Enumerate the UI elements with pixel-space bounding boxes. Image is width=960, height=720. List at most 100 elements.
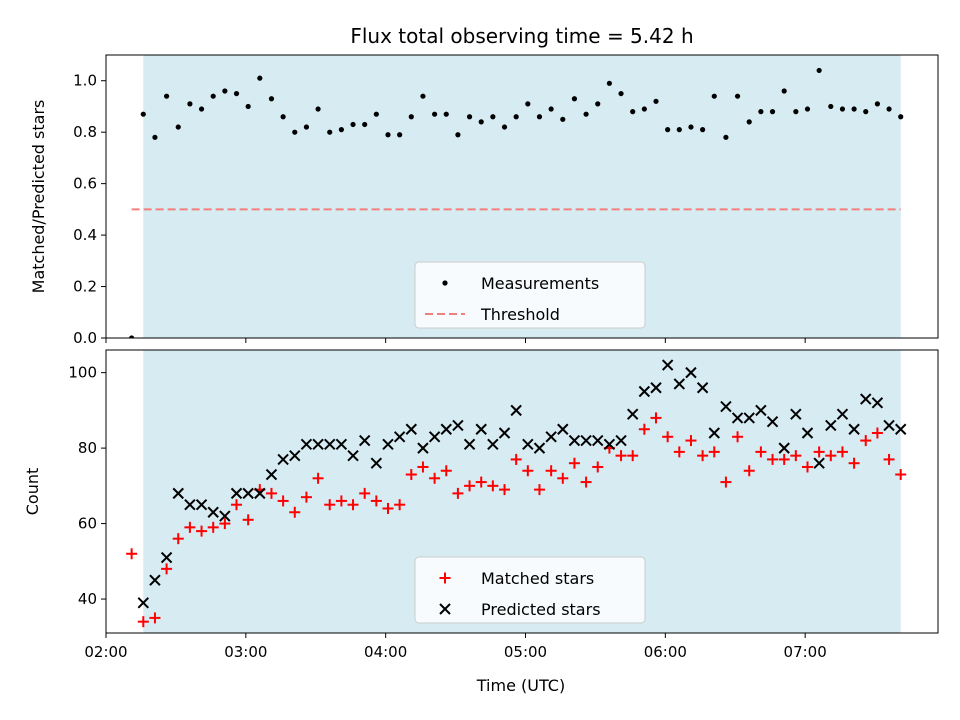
measurement-point	[513, 114, 519, 120]
measurement-point	[886, 106, 892, 112]
matched-star-point	[359, 487, 371, 499]
measurement-point	[793, 109, 799, 115]
matched-star-point	[196, 525, 208, 537]
matched-star-point	[382, 502, 394, 514]
y-axis-label: Matched/Predicted stars	[29, 100, 48, 294]
predicted-star-point	[277, 453, 289, 466]
x-tick-label: 02:00	[84, 643, 127, 661]
predicted-star-point	[289, 449, 301, 462]
matched-star-point	[627, 450, 639, 462]
measurement-point	[385, 132, 391, 138]
matched-star-point	[755, 446, 767, 458]
measurement-point	[280, 114, 286, 120]
measurement-point	[466, 114, 473, 120]
predicted-star-point	[673, 378, 686, 390]
matched-star-point	[277, 495, 289, 507]
predicted-star-point	[766, 415, 779, 428]
matched-star-point	[370, 495, 382, 507]
measurement-point	[175, 124, 181, 130]
predicted-star-point	[685, 366, 697, 379]
matched-star-point	[592, 461, 604, 473]
predicted-star-point	[813, 457, 825, 469]
measurement-point	[816, 67, 822, 74]
predicted-star-point	[428, 431, 441, 443]
matched-star-point	[265, 487, 277, 499]
matched-star-point	[219, 518, 231, 530]
predicted-star-point	[848, 423, 860, 435]
matched-star-point	[499, 484, 511, 496]
measurement-point	[233, 90, 240, 97]
matched-star-point	[464, 480, 476, 492]
measurement-point	[268, 96, 275, 102]
measurement-point	[595, 101, 601, 107]
predicted-star-point	[615, 434, 627, 447]
matched-star-point	[335, 495, 347, 507]
legend-label: Measurements	[481, 274, 599, 293]
predicted-star-point	[172, 487, 184, 500]
y-tick-label: 1.0	[73, 72, 97, 90]
predicted-star-point	[825, 419, 837, 432]
matched-star-point	[545, 465, 557, 477]
measurement-point	[839, 106, 846, 112]
measurement-point	[432, 111, 438, 117]
legend-marker	[439, 603, 451, 615]
measurement-point	[641, 106, 647, 112]
matched-star-point	[836, 446, 848, 458]
x-tick-label: 05:00	[504, 643, 547, 661]
matched-star-point	[300, 491, 312, 503]
measurement-point	[373, 111, 379, 117]
legend-label: Predicted stars	[481, 600, 601, 619]
measurement-point	[420, 93, 426, 99]
matched-star-point	[184, 521, 196, 533]
measurement-point	[548, 106, 554, 112]
predicted-star-point	[545, 431, 557, 443]
measurement-point	[397, 132, 403, 138]
x-tick-label: 04:00	[364, 643, 407, 661]
bottom-panel: 40 60 80 100 02:00 03:00 04:00 05:00 06:00 07:00 C…	[23, 349, 939, 661]
predicted-star-point	[137, 597, 149, 609]
matched-star-point	[394, 499, 406, 511]
predicted-star-point	[382, 438, 394, 451]
y-tick-label: 80	[78, 439, 97, 457]
measurement-point	[327, 129, 333, 135]
matched-star-point	[522, 465, 534, 477]
predicted-star-point	[219, 510, 231, 522]
predicted-star-point	[778, 442, 790, 454]
measurement-point	[769, 109, 776, 115]
measurement-point	[501, 124, 508, 130]
measurement-point	[653, 98, 659, 104]
y-tick-label: 0.4	[73, 226, 97, 244]
predicted-star-point	[417, 442, 429, 454]
predicted-star-point	[836, 408, 849, 420]
plot-frame	[105, 54, 939, 339]
measurement-point	[804, 106, 811, 112]
predicted-star-point	[743, 412, 755, 424]
predicted-star-point	[393, 431, 406, 443]
predicted-star-point	[661, 359, 674, 371]
top-panel: 0.0 0.2 0.4 0.6 0.8 1.0 Matched/Predicted star…	[29, 54, 939, 347]
measurement-point	[723, 134, 729, 140]
matched-star-point	[871, 427, 883, 439]
matched-star-point	[615, 450, 627, 462]
measurement-point	[536, 114, 543, 120]
predicted-star-point	[184, 498, 196, 511]
measurement-point	[665, 127, 671, 133]
predicted-star-point	[790, 408, 802, 420]
plot-frame	[105, 349, 939, 634]
matched-star-point	[825, 450, 837, 462]
measurement-point	[676, 127, 682, 133]
matched-star-point	[475, 476, 487, 488]
measurement-point	[490, 114, 496, 120]
measurement-point	[606, 80, 612, 86]
matched-star-point	[487, 480, 499, 492]
legend-label: Threshold	[480, 305, 560, 324]
predicted-star-point	[871, 397, 884, 409]
measurement-point	[758, 109, 764, 115]
predicted-star-point	[580, 434, 592, 447]
matched-star-point	[720, 476, 732, 488]
legend-box	[414, 556, 646, 624]
matched-star-point	[452, 487, 464, 499]
predicted-star-point	[720, 400, 732, 413]
y-tick-label: 60	[78, 515, 97, 533]
predicted-star-point	[592, 434, 604, 447]
